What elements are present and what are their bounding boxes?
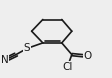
Text: Cl: Cl: [62, 62, 73, 72]
Text: O: O: [83, 51, 92, 61]
Text: S: S: [24, 43, 30, 53]
Text: N: N: [1, 55, 9, 65]
